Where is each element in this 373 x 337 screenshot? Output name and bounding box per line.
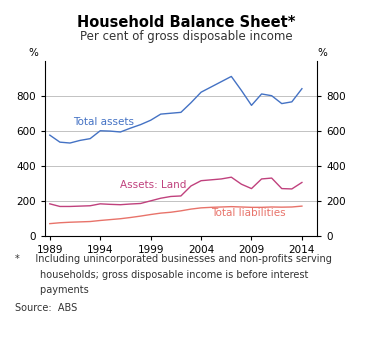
Text: Assets: Land: Assets: Land <box>120 180 187 190</box>
Text: Source:  ABS: Source: ABS <box>15 303 77 313</box>
Text: *     Including unincorporated businesses and non-profits serving: * Including unincorporated businesses an… <box>15 254 332 265</box>
Text: Total assets: Total assets <box>73 117 134 127</box>
Text: Household Balance Sheet*: Household Balance Sheet* <box>77 15 296 30</box>
Text: %: % <box>29 48 38 58</box>
Text: Per cent of gross disposable income: Per cent of gross disposable income <box>80 30 293 43</box>
Text: households; gross disposable income is before interest: households; gross disposable income is b… <box>15 270 308 280</box>
Text: Total liabilities: Total liabilities <box>211 208 286 218</box>
Text: payments: payments <box>15 285 89 295</box>
Text: %: % <box>318 48 327 58</box>
